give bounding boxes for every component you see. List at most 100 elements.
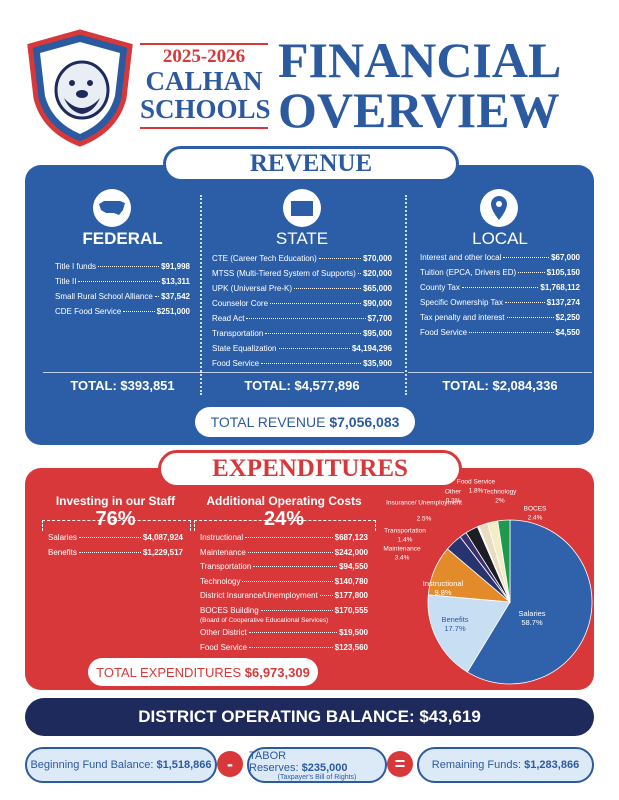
slice-label: Salaries: [518, 609, 545, 618]
leader: [248, 632, 338, 633]
item-amount: $95,000: [363, 329, 392, 338]
item-label: County Tax: [420, 283, 460, 292]
slice-label: Instructional: [423, 579, 464, 588]
leader: [505, 302, 545, 303]
slice-value: 9.8%: [434, 588, 451, 597]
leader: [278, 348, 350, 349]
item-label: Food Service: [212, 359, 260, 368]
item-amount: $19,500: [339, 628, 368, 637]
slice-label: Technology: [484, 489, 518, 496]
line-item: MTSS (Multi-Tiered System of Supports) $2…: [212, 269, 392, 283]
leader: [506, 317, 554, 318]
item-label: Transportation: [212, 329, 264, 338]
revenue-title: REVENUE: [163, 146, 459, 182]
line-item: Benefits $1,229,517: [48, 548, 183, 562]
item-amount: $20,000: [363, 269, 392, 278]
leader: [265, 333, 362, 334]
label: TABOR Reserves:: [249, 749, 299, 774]
column-heading: FEDERAL: [82, 229, 163, 248]
slice-value: 1.4%: [398, 537, 413, 544]
leader: [78, 537, 141, 538]
line-item: BOCES Building $170,555: [200, 606, 368, 620]
icon-local: [480, 189, 518, 227]
divider: [405, 195, 407, 395]
item-label: Specific Ownership Tax: [420, 298, 503, 307]
item-amount: $177,800: [334, 591, 368, 600]
line-item: Tuition (EPCA, Drivers ED) $105,150: [420, 268, 580, 282]
leader: [245, 537, 333, 538]
item-amount: $140,780: [334, 576, 368, 586]
line-item: Interest and other local $67,000: [420, 253, 580, 267]
line-item: Title I funds $91,998: [55, 262, 190, 276]
item-label: Technology: [200, 576, 241, 586]
item-amount: $37,542: [161, 292, 190, 301]
icon-us: [93, 189, 131, 227]
item-amount: $123,560: [334, 642, 368, 652]
line-item: CTE (Career Tech Education) $70,000: [212, 254, 392, 268]
item-amount: $1,229,517: [142, 547, 183, 557]
beginning-balance: Beginning Fund Balance: $1,518,866: [25, 747, 217, 783]
total-amount: $7,056,083: [329, 414, 400, 430]
title: FINANCIAL: [278, 32, 562, 88]
item-label: Title I funds: [55, 262, 97, 271]
group-frame: [42, 520, 191, 531]
item-label: CDE Food Service: [55, 307, 122, 316]
leader: [461, 287, 539, 288]
slice-label: Food Service: [457, 479, 496, 486]
item-amount: $94,550: [339, 562, 368, 571]
slice-value: 17.7%: [444, 624, 466, 633]
group-percent: 76%: [95, 508, 136, 530]
balance-amount: $43,619: [419, 707, 481, 726]
logo: [27, 29, 133, 147]
line-item: County Tax $1,768,112: [420, 283, 580, 297]
item-label: MTSS (Multi-Tiered System of Supports): [212, 269, 356, 278]
total-revenue: TOTAL REVENUE $7,056,083: [195, 407, 415, 437]
item-amount: $90,000: [363, 299, 392, 308]
reserves-line: TABOR Reserves: $235,000: [249, 750, 385, 774]
item-amount: $170,555: [334, 605, 368, 615]
column-total: TOTAL: $4,577,896: [244, 378, 360, 393]
slice-label: Transportation: [384, 528, 426, 535]
slice-value: 2%: [495, 498, 505, 505]
line-item: State Equalization $4,194,296: [212, 344, 392, 358]
item-amount: $1,768,112: [540, 283, 580, 292]
leader: [98, 266, 160, 267]
total-label: TOTAL REVENUE: [210, 414, 326, 430]
total-label: TOTAL EXPENDITURES: [96, 664, 242, 680]
slice-value: 1.8%: [469, 488, 484, 495]
leader: [249, 646, 333, 648]
line-item: Instructional $687,123: [200, 533, 368, 547]
line-item: Other District $19,500: [200, 628, 368, 642]
label: Beginning Fund Balance:: [30, 759, 154, 771]
item-label: BOCES Building: [200, 605, 259, 615]
slice-value: 2.5%: [417, 516, 432, 523]
column-total: TOTAL: $393,851: [70, 378, 175, 393]
item-label: Counselor Core: [212, 299, 269, 308]
item-label: Read Act: [212, 314, 245, 323]
icon-state: [283, 189, 321, 227]
item-label: State Equalization: [212, 344, 277, 353]
item-amount: $4,194,296: [351, 344, 392, 353]
column-heading: STATE: [275, 229, 329, 248]
slice-value: 58.7%: [521, 618, 543, 627]
item-amount: $70,000: [363, 254, 392, 263]
item-label: Instructional: [200, 533, 244, 542]
slice-label: Other: [445, 489, 462, 496]
pie-slice: [427, 594, 511, 673]
item-label: Food Service: [200, 642, 248, 652]
item-label: Transportation: [200, 562, 252, 571]
total-rule: [43, 372, 202, 373]
amount: $235,000: [301, 761, 348, 774]
item-label: Title II: [55, 277, 77, 286]
total-rule: [408, 372, 592, 373]
line-item: Title II $13,311: [55, 277, 190, 291]
item-label: CTE (Career Tech Education): [212, 254, 317, 263]
item-label: Tax penalty and interest: [420, 313, 505, 322]
line-item: Salaries $4,087,924: [48, 533, 183, 547]
item-amount: $4,087,924: [142, 533, 183, 542]
leader: [123, 311, 155, 312]
leader: [469, 332, 554, 333]
leader: [294, 288, 362, 289]
expenditures-title: EXPENDITURES: [158, 450, 462, 488]
